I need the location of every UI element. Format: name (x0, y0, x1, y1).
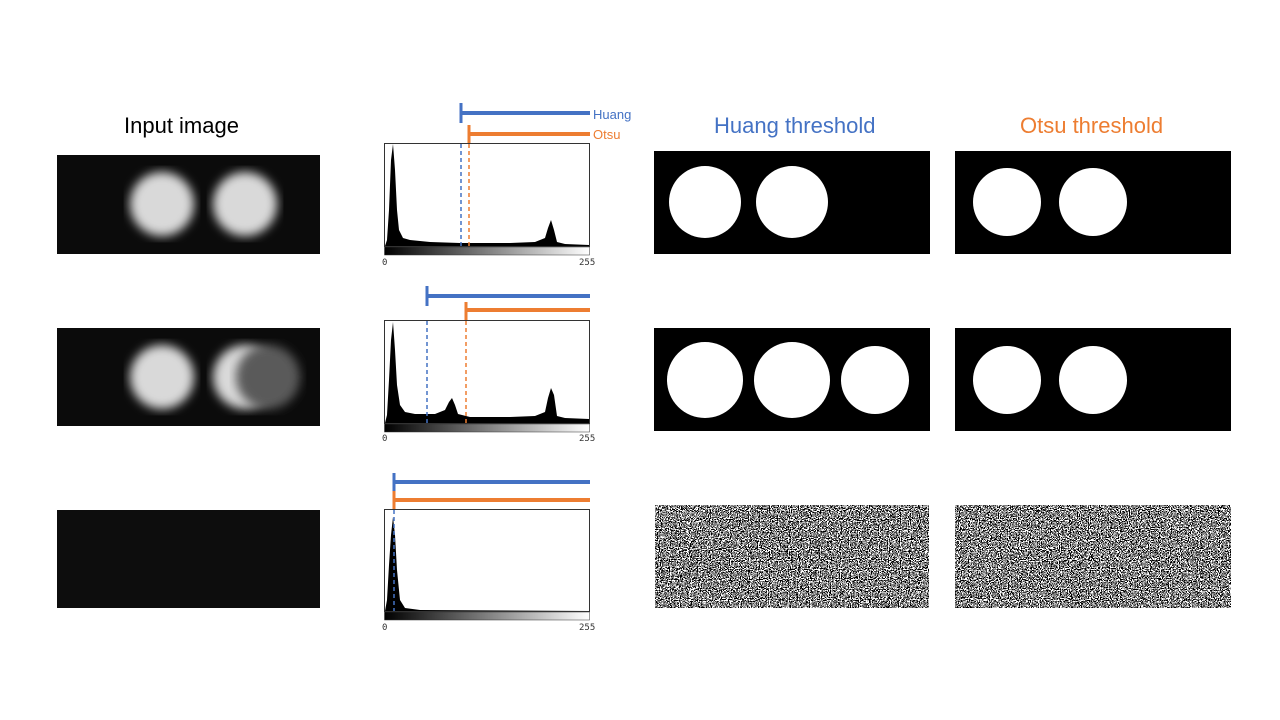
input-image-row-1 (57, 155, 320, 254)
otsu-result-row-2 (955, 328, 1231, 431)
otsu-legend-label: Otsu (593, 127, 621, 142)
huang-result-row-2 (654, 328, 930, 431)
histogram-row-2 (360, 280, 620, 450)
input-image-row-2 (57, 328, 320, 426)
huang-legend-label: Huang (593, 107, 632, 122)
axis-max-row-3: 255 (579, 623, 596, 633)
axis-min-row-2: 0 (382, 434, 388, 444)
otsu-threshold-title: Otsu threshold (1020, 113, 1164, 138)
otsu-result-row-3 (955, 505, 1231, 608)
axis-max-row-1: 255 (579, 258, 596, 268)
input-image-row-3 (57, 510, 320, 608)
input-image-title: Input image (124, 113, 239, 138)
huang-result-row-3 (655, 505, 929, 608)
axis-min-row-1: 0 (382, 258, 388, 268)
histogram-row-3 (360, 465, 620, 635)
histogram-row-1 (360, 100, 620, 270)
axis-max-row-2: 255 (579, 434, 596, 444)
huang-result-row-1 (654, 151, 930, 254)
huang-threshold-title: Huang threshold (714, 113, 876, 138)
otsu-result-row-1 (955, 151, 1231, 254)
axis-min-row-3: 0 (382, 623, 388, 633)
